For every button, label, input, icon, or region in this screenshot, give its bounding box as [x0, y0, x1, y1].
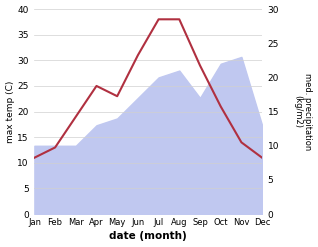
X-axis label: date (month): date (month): [109, 231, 187, 242]
Y-axis label: max temp (C): max temp (C): [5, 80, 15, 143]
Y-axis label: med. precipitation
(kg/m2): med. precipitation (kg/m2): [293, 73, 313, 150]
